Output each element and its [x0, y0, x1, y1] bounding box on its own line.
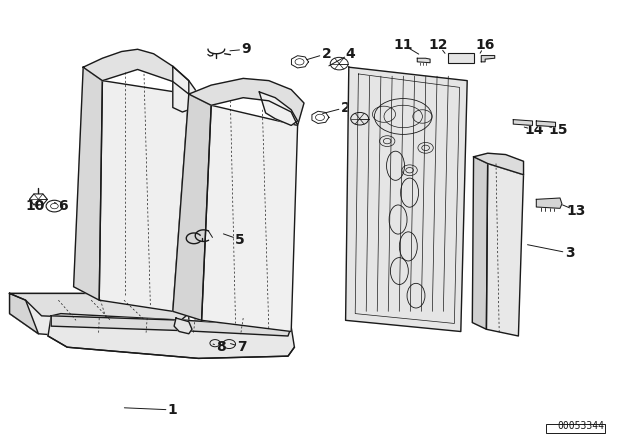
Polygon shape [472, 157, 488, 329]
FancyBboxPatch shape [448, 53, 474, 63]
Text: 1: 1 [168, 403, 178, 417]
Polygon shape [174, 318, 192, 334]
Polygon shape [48, 314, 294, 358]
Polygon shape [346, 67, 467, 332]
Text: 15: 15 [548, 123, 568, 137]
Polygon shape [474, 153, 524, 175]
Text: 5: 5 [235, 233, 245, 247]
Text: 4: 4 [365, 100, 375, 115]
Polygon shape [99, 81, 189, 311]
Polygon shape [51, 316, 291, 336]
Text: 10: 10 [26, 199, 45, 213]
Polygon shape [417, 58, 430, 63]
Text: 12: 12 [429, 38, 448, 52]
Text: 7: 7 [237, 340, 247, 354]
Text: 6: 6 [58, 199, 68, 213]
Text: 16: 16 [476, 38, 495, 52]
Polygon shape [189, 78, 304, 125]
Text: 2: 2 [321, 47, 332, 61]
Text: 13: 13 [566, 203, 586, 218]
Polygon shape [486, 164, 524, 336]
Text: 00053344: 00053344 [557, 421, 604, 431]
Polygon shape [202, 105, 298, 332]
Polygon shape [10, 293, 38, 334]
Text: 14: 14 [525, 123, 544, 137]
Polygon shape [173, 94, 211, 320]
Text: 9: 9 [241, 42, 252, 56]
Text: 11: 11 [394, 38, 413, 52]
Polygon shape [536, 121, 556, 127]
Polygon shape [513, 120, 532, 125]
Polygon shape [10, 293, 189, 345]
Polygon shape [74, 67, 102, 300]
Polygon shape [83, 49, 189, 94]
Polygon shape [173, 66, 198, 112]
Text: 8: 8 [216, 340, 226, 354]
Polygon shape [536, 198, 562, 208]
Polygon shape [481, 56, 495, 62]
Text: 4: 4 [346, 47, 356, 61]
Text: 3: 3 [564, 246, 575, 260]
Polygon shape [259, 92, 298, 125]
Text: 2: 2 [340, 100, 351, 115]
Polygon shape [10, 293, 189, 322]
